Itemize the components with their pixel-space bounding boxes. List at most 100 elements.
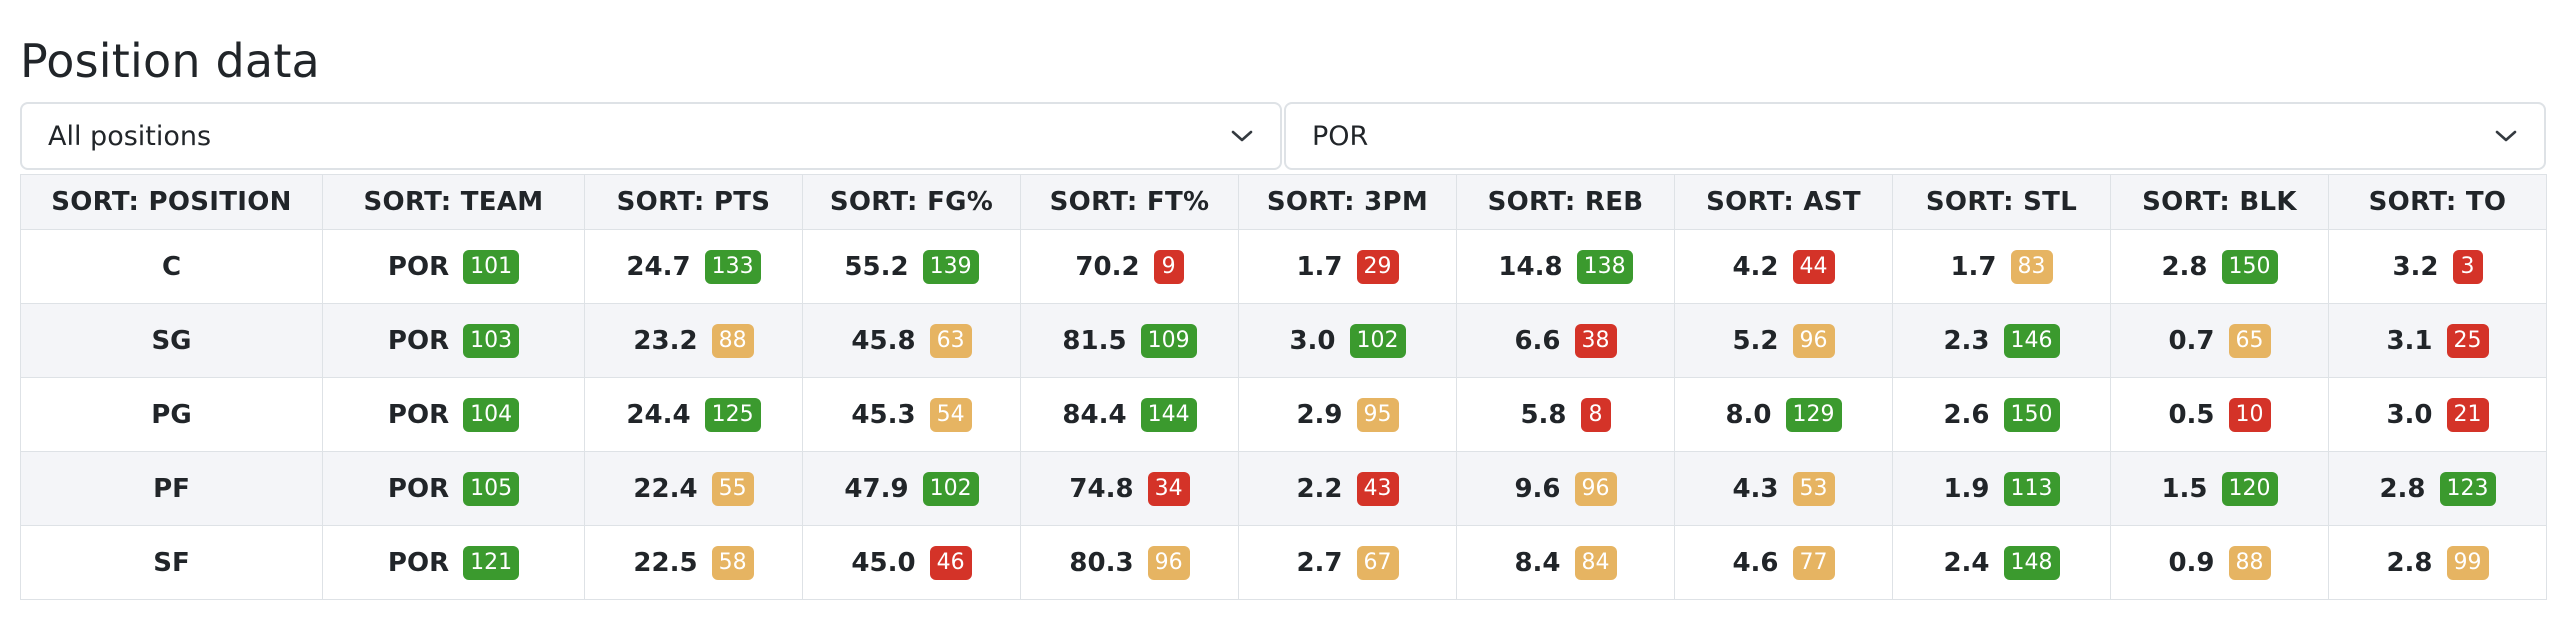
fg-pct-value: 55.2 [844, 251, 909, 282]
team-rank-badge: 104 [463, 397, 520, 432]
ft-pct-rank-badge: 34 [1147, 471, 1190, 506]
position-cell: SF [20, 525, 323, 600]
3pm-cell: 1.7 29 [1238, 229, 1457, 304]
pts-value: 22.4 [633, 473, 698, 504]
to-rank-badge: 123 [2439, 471, 2496, 506]
ast-rank-badge: 129 [1785, 397, 1842, 432]
sort-pts-header[interactable]: SORT: PTS [584, 174, 803, 230]
stl-cell: 1.7 83 [1892, 229, 2111, 304]
pts-cell: 24.4 125 [584, 377, 803, 452]
ft-pct-cell: 84.4 144 [1020, 377, 1239, 452]
reb-rank-badge: 84 [1574, 545, 1617, 580]
ft-pct-cell: 81.5 109 [1020, 303, 1239, 378]
reb-value: 9.6 [1514, 473, 1561, 504]
3pm-rank-badge: 102 [1349, 323, 1406, 358]
blk-rank-badge: 120 [2221, 471, 2278, 506]
stl-rank-badge: 146 [2003, 323, 2060, 358]
ast-cell: 4.6 77 [1674, 525, 1893, 600]
stl-cell: 2.3 146 [1892, 303, 2111, 378]
to-rank-badge: 99 [2446, 545, 2489, 580]
fg-pct-cell: 55.2 139 [802, 229, 1021, 304]
pts-value: 24.7 [626, 251, 691, 282]
fg-pct-value: 45.3 [851, 399, 916, 430]
ft-pct-cell: 80.3 96 [1020, 525, 1239, 600]
sort-3pm-header[interactable]: SORT: 3PM [1238, 174, 1457, 230]
stl-value: 1.7 [1950, 251, 1997, 282]
to-rank-badge: 25 [2446, 323, 2489, 358]
fg-pct-rank-badge: 102 [922, 471, 979, 506]
to-cell: 2.8 123 [2328, 451, 2547, 526]
blk-value: 0.9 [2168, 547, 2215, 578]
stl-rank-badge: 113 [2003, 471, 2060, 506]
stl-value: 2.4 [1943, 547, 1990, 578]
stl-rank-badge: 83 [2010, 249, 2053, 284]
fg-pct-value: 45.8 [851, 325, 916, 356]
ft-pct-value: 80.3 [1069, 547, 1134, 578]
pts-value: 23.2 [633, 325, 698, 356]
blk-cell: 2.8 150 [2110, 229, 2329, 304]
fg-pct-cell: 45.8 63 [802, 303, 1021, 378]
to-value: 3.1 [2386, 325, 2433, 356]
page-title: Position data [20, 34, 320, 88]
chevron-down-icon [2495, 130, 2517, 142]
ast-cell: 8.0 129 [1674, 377, 1893, 452]
ft-pct-rank-badge: 96 [1147, 545, 1190, 580]
blk-value: 1.5 [2161, 473, 2208, 504]
ft-pct-value: 74.8 [1069, 473, 1134, 504]
ft-pct-value: 70.2 [1075, 251, 1140, 282]
table-row: SF POR 121 22.5 58 45.0 46 80.3 96 2.7 67 8.4 84 4.6 7… [20, 525, 2547, 600]
team-value: POR [387, 547, 450, 578]
sort-fg-pct-header[interactable]: SORT: FG% [802, 174, 1021, 230]
reb-cell: 6.6 38 [1456, 303, 1675, 378]
stl-cell: 2.4 148 [1892, 525, 2111, 600]
pts-cell: 22.5 58 [584, 525, 803, 600]
ast-value: 5.2 [1732, 325, 1779, 356]
to-cell: 3.0 21 [2328, 377, 2547, 452]
stl-value: 2.3 [1943, 325, 1990, 356]
3pm-cell: 2.9 95 [1238, 377, 1457, 452]
ft-pct-rank-badge: 109 [1140, 323, 1197, 358]
sort-to-header[interactable]: SORT: TO [2328, 174, 2547, 230]
table-header-row: SORT: POSITION SORT: TEAM SORT: PTS SORT… [20, 174, 2547, 230]
team-value: POR [387, 325, 450, 356]
ft-pct-value: 84.4 [1062, 399, 1127, 430]
team-value: POR [387, 251, 450, 282]
team-cell: POR 104 [322, 377, 585, 452]
blk-rank-badge: 150 [2221, 249, 2278, 284]
team-rank-badge: 103 [463, 323, 520, 358]
position-cell: PG [20, 377, 323, 452]
reb-rank-badge: 38 [1574, 323, 1617, 358]
position-select[interactable]: All positions [20, 102, 1282, 170]
3pm-rank-badge: 67 [1356, 545, 1399, 580]
fg-pct-cell: 45.0 46 [802, 525, 1021, 600]
sort-team-header[interactable]: SORT: TEAM [322, 174, 585, 230]
reb-rank-badge: 96 [1574, 471, 1617, 506]
sort-reb-header[interactable]: SORT: REB [1456, 174, 1675, 230]
sort-blk-header[interactable]: SORT: BLK [2110, 174, 2329, 230]
team-value: POR [387, 473, 450, 504]
sort-stl-header[interactable]: SORT: STL [1892, 174, 2111, 230]
reb-value: 5.8 [1520, 399, 1567, 430]
sort-ft-pct-header[interactable]: SORT: FT% [1020, 174, 1239, 230]
sort-position-header[interactable]: SORT: POSITION [20, 174, 323, 230]
to-value: 2.8 [2386, 547, 2433, 578]
ast-cell: 4.2 44 [1674, 229, 1893, 304]
3pm-value: 1.7 [1296, 251, 1343, 282]
sort-ast-header[interactable]: SORT: AST [1674, 174, 1893, 230]
team-select[interactable]: POR [1284, 102, 2546, 170]
3pm-value: 3.0 [1289, 325, 1336, 356]
blk-rank-badge: 10 [2228, 397, 2271, 432]
team-rank-badge: 105 [463, 471, 520, 506]
blk-value: 0.5 [2168, 399, 2215, 430]
3pm-value: 2.9 [1296, 399, 1343, 430]
pts-value: 22.5 [633, 547, 698, 578]
ast-value: 4.2 [1732, 251, 1779, 282]
stl-cell: 2.6 150 [1892, 377, 2111, 452]
position-data-table: SORT: POSITION SORT: TEAM SORT: PTS SORT… [20, 174, 2547, 600]
to-cell: 2.8 99 [2328, 525, 2547, 600]
ast-cell: 5.2 96 [1674, 303, 1893, 378]
pts-cell: 24.7 133 [584, 229, 803, 304]
reb-value: 6.6 [1514, 325, 1561, 356]
stl-cell: 1.9 113 [1892, 451, 2111, 526]
